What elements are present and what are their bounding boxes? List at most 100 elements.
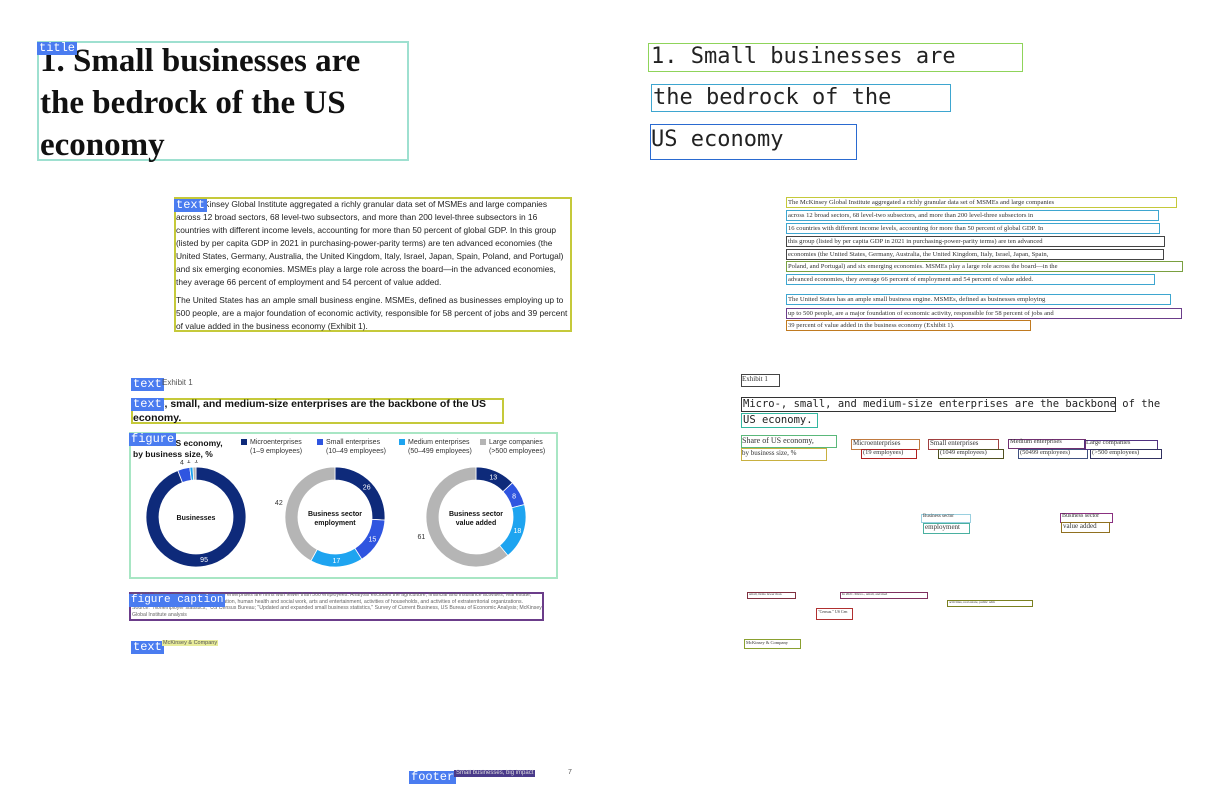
ocr-legend-box-1b <box>861 449 917 459</box>
legend-micro: Microenterprises (1–9 employees) <box>241 438 326 456</box>
ocr-exhibit-box <box>741 374 780 387</box>
donut-2-label-0: 13 <box>489 475 497 482</box>
ocr-center-2a: Business sector <box>1062 513 1100 519</box>
donut-0-center-0: Businesses <box>177 515 216 522</box>
legend-small-name: Small enterprises <box>326 439 381 446</box>
ocr-title-line-3: US economy <box>651 127 784 152</box>
ocr-body-line: The United States has an ample small bus… <box>788 296 1046 303</box>
ocr-body-line: 16 countries with different income level… <box>788 225 1044 232</box>
ocr-legend-1b: (19 employees) <box>863 449 904 456</box>
ocr-legend-2a: Small enterprises <box>930 439 979 447</box>
org-text-tag: text <box>131 640 164 654</box>
ocr-body-line: this group (listed by per capita GDP in … <box>788 238 1043 245</box>
footer-text: Small businesses, big impact <box>454 770 536 777</box>
ocr-title-box-3 <box>650 124 857 160</box>
org-text: McKinsey & Company <box>162 640 219 646</box>
caption-source: Source: "Nonemployer statistics," US Cen… <box>132 605 542 618</box>
legend-small: Small enterprises (10–49 employees) <box>317 438 402 456</box>
legend-medium-swatch <box>399 439 405 446</box>
ocr-legend-box-4b <box>1090 449 1162 459</box>
donut-0-slice-0 <box>145 466 247 568</box>
ocr-body-box <box>786 294 1171 305</box>
ocr-center-2b: value added <box>1063 522 1097 530</box>
legend-micro-name: Microenterprises <box>250 439 302 446</box>
ocr-legend-1a: Microenterprises <box>853 439 901 447</box>
figure-subtitle-line-1: Share of US economy, <box>133 438 223 448</box>
donut-1-label-2: 17 <box>332 558 340 565</box>
ocr-legend-box-3b <box>1018 449 1088 459</box>
ocr-body-line: Poland, and Portugal) and six emerging e… <box>788 263 1058 270</box>
ocr-frag-3: activities, real estate, public adm <box>949 600 995 604</box>
figure-caption: ¹In 2021. Micro-, small, and medium-size… <box>132 592 542 618</box>
ocr-legend-3a: Medium enterprises <box>1010 438 1062 445</box>
exhibit-title-region-box <box>131 398 504 424</box>
ocr-body-box <box>786 320 1031 331</box>
title-tag: title <box>37 41 78 55</box>
legend-medium: Medium enterprises (50–499 employees) <box>399 438 489 456</box>
title-region-box <box>37 41 409 161</box>
page-title: 1. Small businesses are the bedrock of t… <box>40 43 361 163</box>
ocr-frag-box-5 <box>744 639 801 649</box>
ocr-body-line: The McKinsey Global Institute aggregated… <box>788 199 1055 206</box>
legend-small-swatch <box>317 439 323 446</box>
ocr-body-line: 39 percent of value added in the busines… <box>788 322 955 329</box>
ocr-exhibit-title-1: Micro-, small, and medium-size enterpris… <box>743 398 1161 410</box>
legend-large-desc: (>500 employees) <box>489 448 546 455</box>
ocr-body-box <box>786 210 1159 221</box>
ocr-sub-box-2 <box>741 448 827 461</box>
ocr-legend-3b: (50499 employees) <box>1020 449 1071 456</box>
ocr-frag-2: In 2021. Micro-, small, and med <box>842 592 888 596</box>
ocr-frag-box-2 <box>840 592 928 599</box>
ocr-sub-2: by business size, % <box>742 449 797 457</box>
ocr-frag-4: "Census." US Cen <box>818 609 848 614</box>
donut-0-label-0: 95 <box>200 557 208 564</box>
ocr-body-box <box>786 261 1183 272</box>
ocr-center-box-2b <box>1061 522 1110 533</box>
ocr-legend-4a: Large companies <box>1086 439 1131 446</box>
donut-0-label-2: 1 <box>187 460 191 465</box>
ocr-center-box-1b <box>923 523 970 534</box>
ocr-frag-box-4 <box>816 608 853 620</box>
legend-micro-swatch <box>241 439 247 446</box>
donut-1-center-1: employment <box>314 520 356 527</box>
paragraph-1: The McKinsey Global Institute aggregated… <box>176 199 564 287</box>
donut-1-center-0: Business sector <box>308 511 362 518</box>
donut-0-label-3: 1 <box>194 460 198 465</box>
ocr-exhibit-title-box-2 <box>741 413 818 428</box>
figure-subtitle: Share of US economy, by business size, % <box>133 438 223 460</box>
body-text: The McKinsey Global Institute aggregated… <box>176 198 572 338</box>
figure-subtitle-line-2: by business size, % <box>133 449 213 459</box>
exhibit-title-tag: text <box>131 397 164 411</box>
ocr-legend-2b: (1049 employees) <box>940 449 987 456</box>
donut-0-label-1: 4 <box>180 460 184 466</box>
ocr-body-box <box>786 274 1155 285</box>
ocr-title-line-1: 1. Small businesses are <box>651 44 956 69</box>
donut-1-label-3: 42 <box>275 500 283 507</box>
ocr-body-box <box>786 236 1165 247</box>
legend-medium-name: Medium enterprises <box>408 439 470 446</box>
ocr-legend-4b: (>500 employees) <box>1092 449 1140 456</box>
donut-2-slice-3 <box>425 466 509 568</box>
ocr-exhibit-title-box-1 <box>741 397 1116 412</box>
donut-1-slice-3 <box>284 466 336 562</box>
ocr-body-line: up to 500 people, are a major foundation… <box>788 310 1054 317</box>
body-text-region-box <box>174 197 572 332</box>
page-number: 7 <box>568 769 572 776</box>
ocr-legend-box-3a <box>1008 439 1086 449</box>
donut-2-label-3: 61 <box>418 534 426 541</box>
legend-medium-desc: (50–499 employees) <box>408 448 472 455</box>
ocr-frag-box-3 <box>947 600 1033 607</box>
ocr-title-line-2: the bedrock of the <box>653 85 892 110</box>
donut-1-label-1: 15 <box>369 537 377 544</box>
ocr-frag-1: small, firms fewer than <box>749 592 782 596</box>
caption-note: ¹In 2021. Micro-, small, and medium-size… <box>132 592 532 605</box>
donut-2-label-1: 8 <box>512 494 516 501</box>
footer-tag: footer <box>409 770 457 784</box>
ocr-center-1a: Business sector <box>923 514 954 519</box>
donut-0-slice-3 <box>192 466 197 481</box>
figure-caption-tag: figure caption <box>129 594 226 607</box>
figure-tag: figure <box>129 432 177 446</box>
legend-large-swatch <box>480 439 486 446</box>
ocr-body-box <box>786 308 1182 319</box>
